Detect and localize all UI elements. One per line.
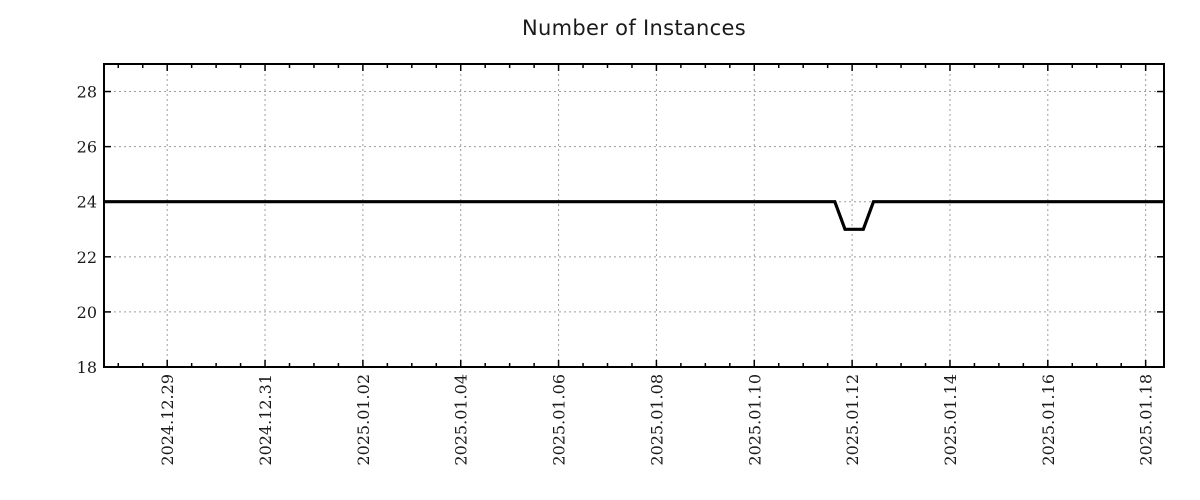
series-line-instances — [104, 200, 1164, 231]
y-tick-label: 20 — [77, 303, 97, 322]
x-tick-label: 2025.01.18 — [1137, 374, 1156, 466]
x-tick-label: 2024.12.29 — [158, 374, 177, 466]
x-tick-label: 2025.01.14 — [941, 374, 960, 466]
y-tick-label: 24 — [77, 193, 97, 212]
chart-title: Number of Instances — [522, 16, 746, 40]
y-tick-label: 26 — [77, 138, 97, 157]
x-tick-label: 2024.12.31 — [256, 374, 275, 466]
plot-border — [103, 63, 1165, 368]
x-tick-label: 2025.01.10 — [745, 374, 764, 466]
x-tick-label: 2025.01.12 — [843, 374, 862, 466]
x-tick-label: 2025.01.06 — [550, 374, 569, 466]
x-tick-label: 2025.01.16 — [1039, 374, 1058, 466]
x-tick-label: 2025.01.04 — [452, 374, 471, 466]
y-tick-label: 22 — [77, 248, 97, 267]
y-tick-label: 28 — [77, 83, 97, 102]
x-tick-label: 2025.01.08 — [647, 374, 666, 466]
x-tick-label: 2025.01.02 — [354, 374, 373, 466]
y-tick-label: 18 — [77, 358, 97, 377]
